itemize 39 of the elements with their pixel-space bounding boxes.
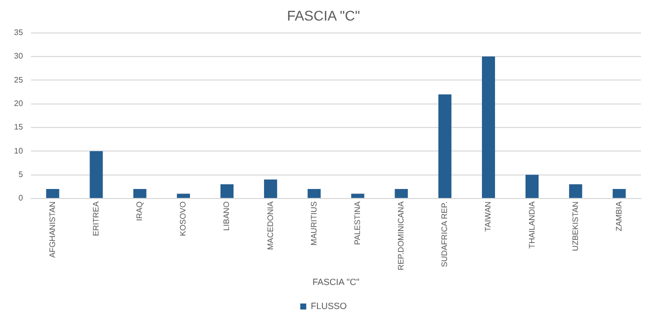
y-tick-label: 0: [18, 194, 24, 203]
x-tick-label: SUDAFRICA REP.: [440, 201, 450, 268]
bar: [394, 188, 408, 198]
chart-title: FASCIA "C": [287, 7, 360, 24]
y-tick-label: 35: [14, 28, 24, 38]
bar: [176, 194, 190, 198]
x-tick-label: TAIWAN: [484, 201, 493, 232]
y-tick-label: 10: [14, 146, 24, 156]
y-tick-label: 15: [14, 122, 24, 132]
x-tick-label: UZBEKISTAN: [570, 201, 580, 252]
bar: [351, 194, 364, 198]
x-tick-label: AFGHANISTAN: [48, 201, 57, 258]
x-tick-label: ERITREA: [91, 200, 100, 236]
bar: [264, 180, 278, 198]
x-tick-label: REP.DOMINICANA: [396, 200, 406, 270]
bar: [46, 188, 60, 198]
bar: [612, 188, 626, 198]
y-tick-label: 25: [14, 75, 24, 84]
y-tick-label: 5: [18, 170, 24, 179]
x-tick-label: LIBANO: [222, 201, 232, 231]
x-tick-label: THAILANDIA: [527, 200, 536, 249]
x-tick-label: PALESTINA: [352, 200, 362, 245]
x-tick-label: MAURITIUS: [309, 201, 318, 246]
bar: [526, 174, 539, 198]
bar: [482, 56, 496, 198]
x-tick-label: ZAMBIA: [614, 200, 624, 232]
x-tick-label: MACEDONIA: [266, 200, 275, 250]
bar: [90, 151, 103, 198]
x-tick-label: KOSOVO: [178, 201, 188, 236]
bar: [308, 188, 321, 198]
legend-label: FLUSSO: [310, 300, 347, 311]
bar: [133, 188, 146, 198]
bar: [220, 184, 234, 198]
x-axis-title: FASCIA "C": [312, 277, 360, 288]
y-tick-label: 30: [14, 52, 24, 61]
y-tick-label: 20: [14, 98, 24, 108]
x-tick-label: IRAQ: [135, 201, 144, 222]
bar: [569, 184, 582, 198]
bar: [438, 94, 452, 198]
